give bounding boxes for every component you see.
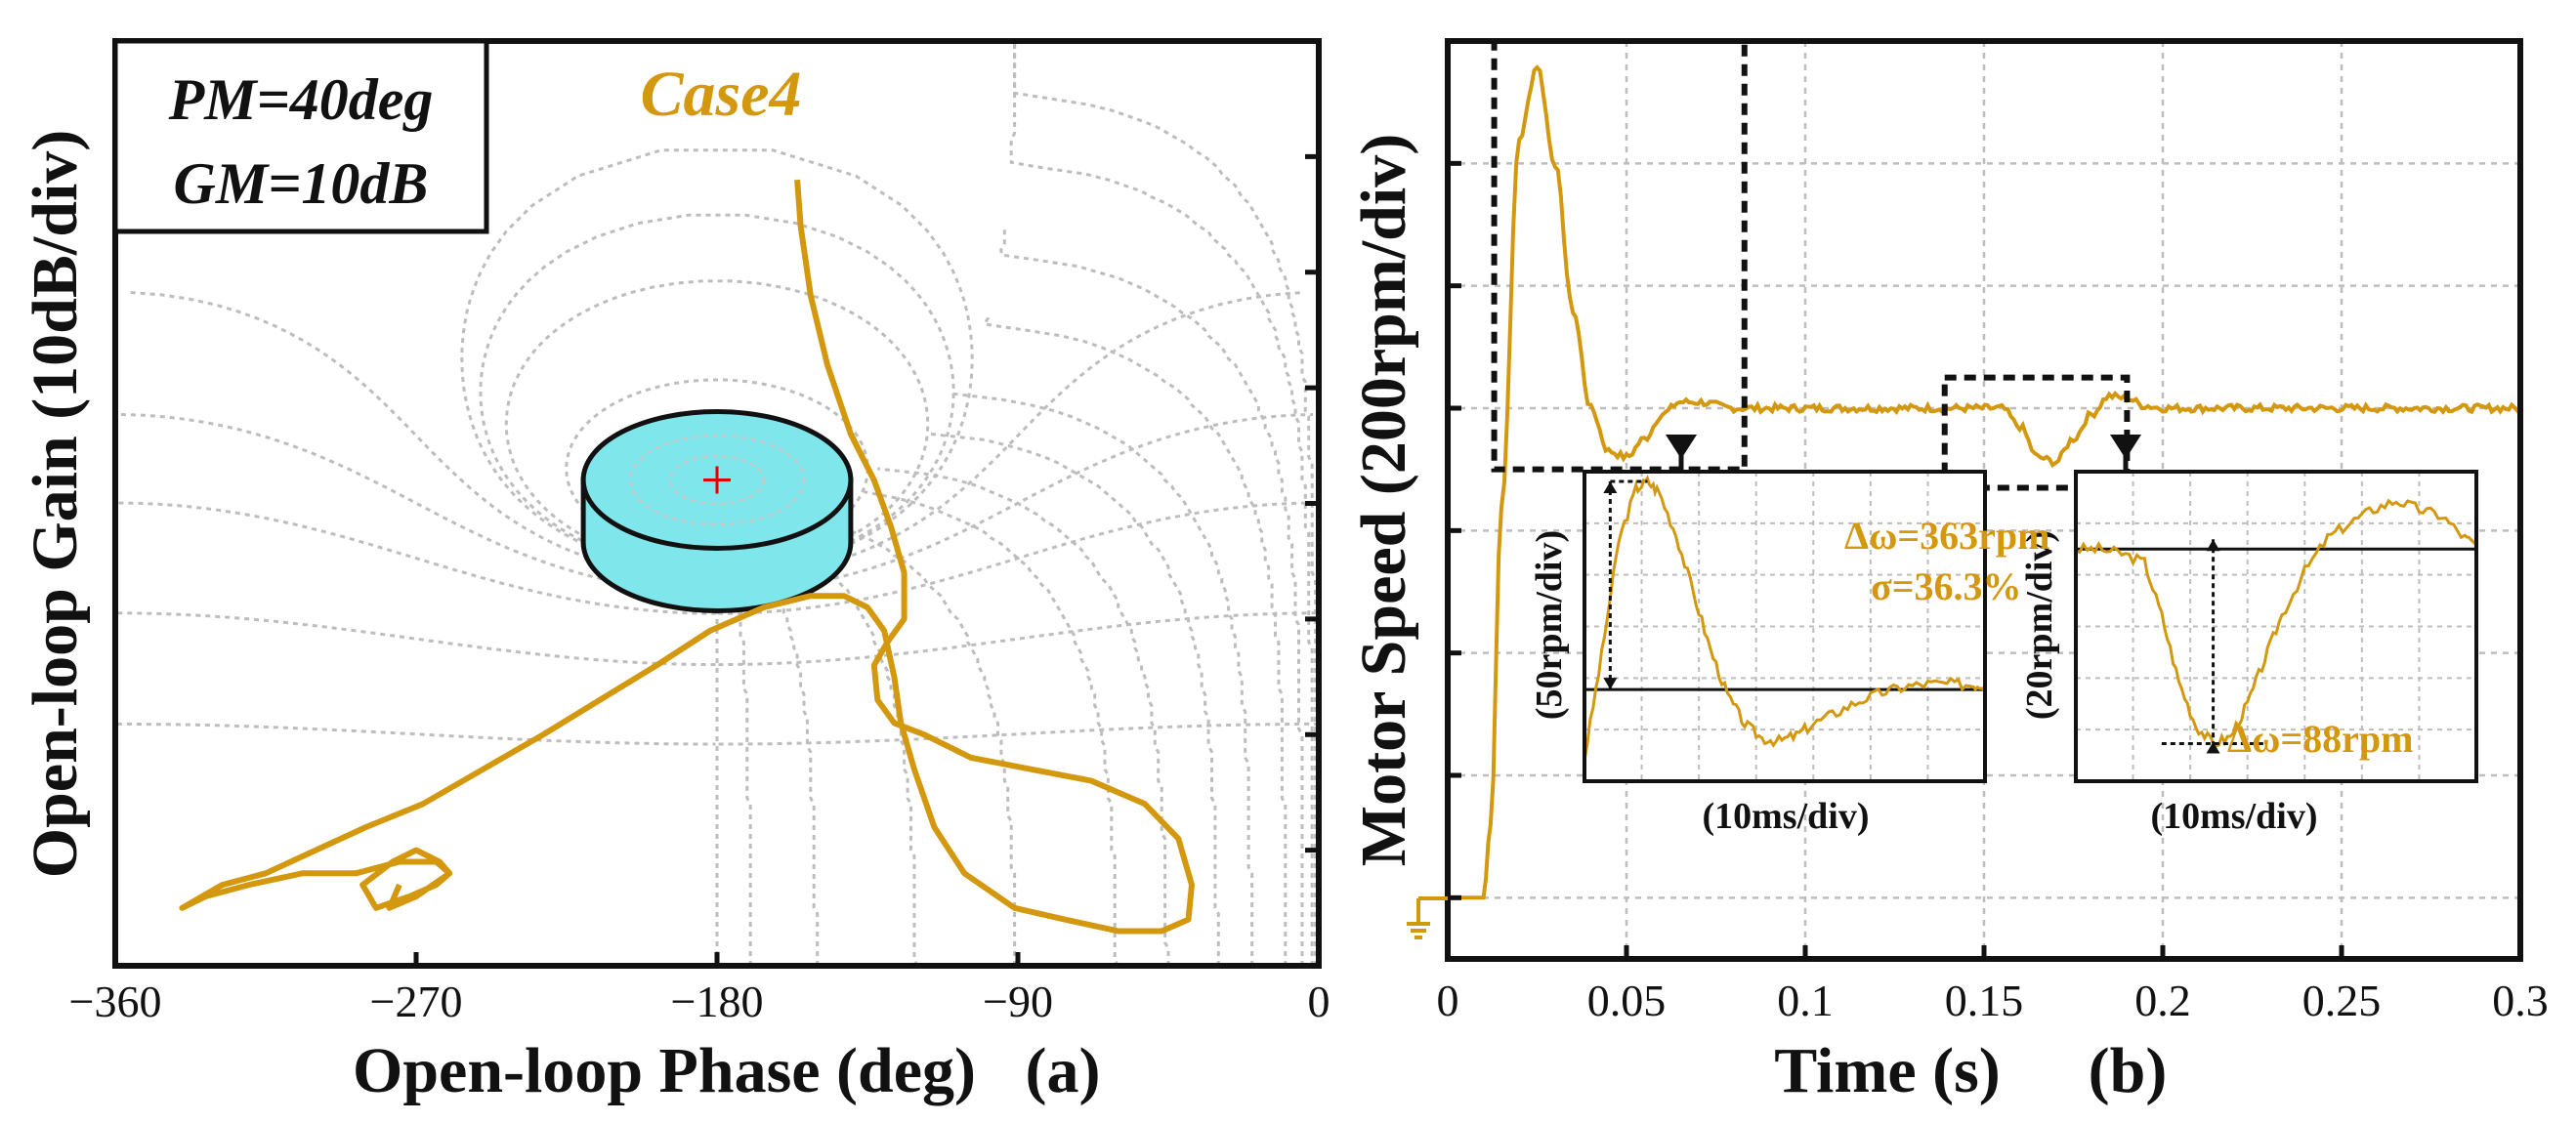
nichols-phase-contour: [877, 467, 1170, 966]
nichols-x-tick-label: −270: [370, 977, 463, 1026]
speed-x-tick-label: 0.3: [2492, 976, 2549, 1025]
speed-x-tick-label: 0.25: [2302, 976, 2382, 1025]
zoom-box: [1941, 374, 2131, 491]
exclusion-region: [580, 409, 854, 613]
arrow-up-icon: [2206, 539, 2220, 552]
nichols-x-tick-label: −180: [671, 977, 764, 1026]
inset2-y-label: (20rpm/div): [2019, 530, 2060, 720]
arrow-up-icon: [1603, 480, 1618, 493]
nichols-m-contour: [117, 611, 716, 667]
speed-x-axis-label: Time (s): [1774, 1035, 2001, 1106]
inset1-y-label: (50rpm/div): [1529, 530, 1570, 720]
gm-label: GM=10dB: [174, 151, 429, 216]
speed-ticks: 0 0.05 0.1 0.15 0.2 0.25 0.3: [1437, 160, 2549, 1025]
nichols-m-contour: [718, 501, 1316, 615]
nichols-m-contour: [718, 611, 1317, 667]
speed-y-axis-label: Motor Speed (200rpm/div): [1348, 134, 1419, 866]
nichols-x-axis-label: Open-loop Phase (deg): [353, 1035, 976, 1106]
exclusion-disk-grid: [628, 434, 806, 526]
nichols-phase-contour: [716, 502, 1017, 966]
center-marker: [703, 466, 731, 494]
nichols-m-contour: [116, 722, 716, 746]
inset-trace-line: [1583, 474, 1987, 761]
nichols-phase-contour: [950, 392, 1254, 966]
speed-trace-line: [1448, 64, 2520, 900]
speed-x-tick-label: 0.05: [1587, 976, 1667, 1025]
inset2-delta-annotation: Δω=88rpm: [2227, 717, 2413, 761]
nichols-x-tick-label: −360: [69, 977, 162, 1026]
speed-x-tick-label: 0.2: [2134, 976, 2191, 1025]
exclusion-disk-grid: [668, 454, 766, 506]
nichols-y-axis-label: Open-loop Gain (10dB/div): [20, 130, 91, 879]
inset1-sigma-annotation: σ=36.3%: [1871, 564, 2022, 608]
speed-x-tick-label: 0: [1437, 976, 1459, 1025]
inset-trace-line: [2075, 498, 2477, 748]
inset-frame: [2074, 470, 2478, 783]
arrow-up-icon: [2206, 741, 2220, 754]
inset2-x-label: (10ms/div): [2151, 796, 2318, 837]
panel-label-b: (b): [2089, 1035, 2168, 1106]
pm-label: PM=40deg: [168, 67, 434, 132]
nichols-panel: −360 −270 −180 −90 0 PM=40deg GM=10dB Case4 …: [20, 38, 1330, 1106]
nichols-m-contour: [718, 722, 1318, 746]
nichols-trace-line: [179, 179, 1195, 935]
zoom-arrow-icon: [2110, 435, 2141, 459]
nichols-ticks: −360 −270 −180 −90 0: [69, 153, 1330, 1026]
nichols-phase-contour: [982, 312, 1288, 966]
speed-x-tick-label: 0.1: [1777, 976, 1834, 1025]
nichols-x-tick-label: 0: [1308, 977, 1330, 1026]
nichols-phase-contour: [718, 514, 752, 966]
panel-label-a: (a): [1026, 1035, 1101, 1106]
arrow-down-icon: [1603, 678, 1618, 690]
nichols-trace-group: [179, 179, 1195, 935]
inset1-x-label: (10ms/div): [1703, 796, 1870, 837]
zoom-arrow-icon: [1666, 435, 1697, 459]
nichols-m-contour: [118, 501, 716, 615]
overshoot-inset: [1583, 470, 1987, 783]
speed-trace-group: [1448, 64, 2520, 900]
ground-marker-icon: [1407, 896, 1448, 939]
zoom-boxes: [1491, 38, 2141, 502]
nichols-x-tick-label: −90: [983, 977, 1053, 1026]
inset1-delta-annotation: Δω=363rpm: [1844, 514, 2049, 558]
dip-inset: [2074, 470, 2478, 783]
nichols-phase-contour: [999, 226, 1304, 966]
inset-frame: [1583, 470, 1987, 783]
speed-panel: 0 0.05 0.1 0.15 0.2 0.25 0.3 (10ms/div) (50rpm…: [1348, 38, 2549, 1106]
nichols-phase-contour: [864, 490, 1119, 966]
nichols-phase-contour: [733, 508, 919, 966]
speed-x-tick-label: 0.15: [1945, 976, 2024, 1025]
margins-box: PM=40deg GM=10dB: [112, 38, 489, 234]
legend-case4: Case4: [641, 59, 802, 130]
nichols-phase-contour: [930, 433, 1220, 966]
